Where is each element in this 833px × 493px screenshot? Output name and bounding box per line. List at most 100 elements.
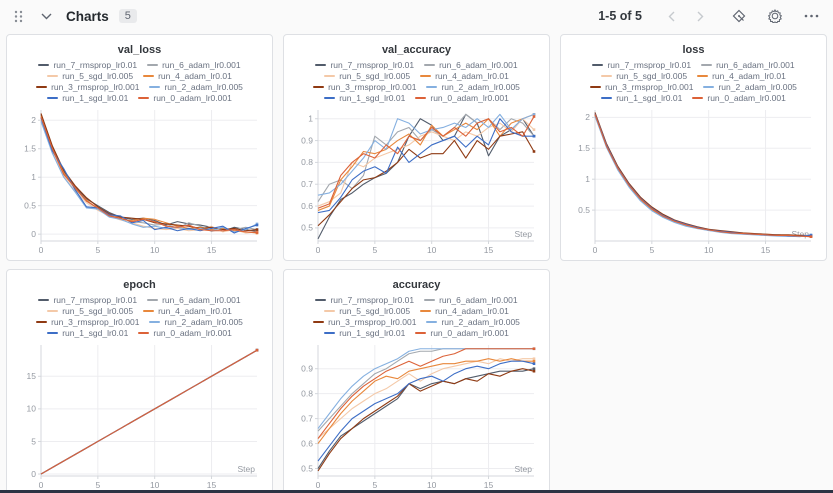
legend-swatch bbox=[36, 321, 48, 323]
svg-text:5: 5 bbox=[372, 480, 377, 490]
legend-item-run_6_adam_lr0.001[interactable]: run_6_adam_lr0.001 bbox=[147, 60, 241, 70]
legend-item-run_2_adam_lr0.005[interactable]: run_2_adam_lr0.005 bbox=[149, 82, 243, 92]
chart-area: 0.5 1 1.5 2 0 5 10 15 Step bbox=[569, 105, 818, 256]
legend-item-run_7_rmsprop_lr0.01[interactable]: run_7_rmsprop_lr0.01 bbox=[315, 60, 414, 70]
svg-text:0.9: 0.9 bbox=[301, 135, 313, 145]
legend-row: run_7_rmsprop_lr0.01 run_6_adam_lr0.001 bbox=[38, 295, 241, 305]
gear-icon[interactable] bbox=[768, 9, 782, 23]
svg-text:5: 5 bbox=[95, 480, 100, 490]
legend-item-run_7_rmsprop_lr0.01[interactable]: run_7_rmsprop_lr0.01 bbox=[38, 295, 137, 305]
legend-row: run_5_sgd_lr0.005 run_4_adam_lr0.01 bbox=[324, 71, 509, 81]
chevron-down-icon[interactable] bbox=[41, 13, 52, 20]
svg-text:0.5: 0.5 bbox=[301, 463, 313, 473]
legend-item-run_5_sgd_lr0.005[interactable]: run_5_sgd_lr0.005 bbox=[47, 306, 133, 316]
legend-swatch bbox=[315, 64, 327, 66]
legend-label: run_5_sgd_lr0.005 bbox=[339, 71, 411, 81]
chevron-right-icon[interactable] bbox=[697, 11, 704, 22]
legend-item-run_1_sgd_lr0.01[interactable]: run_1_sgd_lr0.01 bbox=[324, 328, 405, 338]
pen-icon[interactable] bbox=[732, 9, 746, 23]
chart-canvas-accuracy[interactable]: 0.5 0.6 0.7 0.8 0.9 0 5 10 15 Step bbox=[292, 340, 541, 491]
legend-label: run_4_adam_lr0.01 bbox=[435, 306, 509, 316]
legend-item-run_2_adam_lr0.005[interactable]: run_2_adam_lr0.005 bbox=[149, 317, 243, 327]
legend-item-run_6_adam_lr0.001[interactable]: run_6_adam_lr0.001 bbox=[424, 60, 518, 70]
legend-row: run_7_rmsprop_lr0.01 run_6_adam_lr0.001 bbox=[315, 60, 518, 70]
legend-row: run_7_rmsprop_lr0.01 run_6_adam_lr0.001 bbox=[38, 60, 241, 70]
svg-text:0.7: 0.7 bbox=[301, 179, 313, 189]
svg-text:2: 2 bbox=[31, 115, 36, 125]
legend-item-run_1_sgd_lr0.01[interactable]: run_1_sgd_lr0.01 bbox=[601, 93, 682, 103]
legend-item-run_0_adam_lr0.001[interactable]: run_0_adam_lr0.001 bbox=[415, 93, 509, 103]
legend-swatch bbox=[590, 86, 602, 88]
svg-text:Step: Step bbox=[238, 464, 256, 474]
legend-item-run_6_adam_lr0.001[interactable]: run_6_adam_lr0.001 bbox=[147, 295, 241, 305]
legend-item-run_0_adam_lr0.001[interactable]: run_0_adam_lr0.001 bbox=[692, 93, 786, 103]
legend-item-run_3_rmsprop_lr0.001[interactable]: run_3_rmsprop_lr0.001 bbox=[313, 82, 416, 92]
legend-label: run_1_sgd_lr0.01 bbox=[616, 93, 683, 103]
legend-swatch bbox=[324, 75, 336, 77]
legend-item-run_5_sgd_lr0.005[interactable]: run_5_sgd_lr0.005 bbox=[47, 71, 133, 81]
legend-swatch bbox=[692, 97, 704, 99]
chart-area: 0 5 10 15 0 5 10 15 Step bbox=[15, 340, 264, 491]
legend-item-run_4_adam_lr0.01[interactable]: run_4_adam_lr0.01 bbox=[143, 306, 232, 316]
legend-label: run_6_adam_lr0.001 bbox=[162, 60, 241, 70]
legend-item-run_3_rmsprop_lr0.001[interactable]: run_3_rmsprop_lr0.001 bbox=[313, 317, 416, 327]
legend-item-run_5_sgd_lr0.005[interactable]: run_5_sgd_lr0.005 bbox=[601, 71, 687, 81]
legend-swatch bbox=[420, 310, 432, 312]
svg-text:5: 5 bbox=[372, 245, 377, 255]
legend-item-run_7_rmsprop_lr0.01[interactable]: run_7_rmsprop_lr0.01 bbox=[38, 60, 137, 70]
chevron-left-icon[interactable] bbox=[668, 11, 675, 22]
legend-item-run_6_adam_lr0.001[interactable]: run_6_adam_lr0.001 bbox=[424, 295, 518, 305]
legend-row: run_5_sgd_lr0.005 run_4_adam_lr0.01 bbox=[47, 306, 232, 316]
ellipsis-icon[interactable] bbox=[804, 14, 819, 18]
legend-row: run_7_rmsprop_lr0.01 run_6_adam_lr0.001 bbox=[592, 60, 795, 70]
legend-row: run_1_sgd_lr0.01 run_0_adam_lr0.001 bbox=[47, 328, 232, 338]
legend-item-run_4_adam_lr0.01[interactable]: run_4_adam_lr0.01 bbox=[143, 71, 232, 81]
legend-item-run_1_sgd_lr0.01[interactable]: run_1_sgd_lr0.01 bbox=[47, 93, 128, 103]
legend-item-run_0_adam_lr0.001[interactable]: run_0_adam_lr0.001 bbox=[138, 93, 232, 103]
legend-item-run_4_adam_lr0.01[interactable]: run_4_adam_lr0.01 bbox=[697, 71, 786, 81]
legend-item-run_2_adam_lr0.005[interactable]: run_2_adam_lr0.005 bbox=[426, 82, 520, 92]
legend-label: run_6_adam_lr0.001 bbox=[439, 60, 518, 70]
legend-label: run_4_adam_lr0.01 bbox=[158, 306, 232, 316]
legend-item-run_5_sgd_lr0.005[interactable]: run_5_sgd_lr0.005 bbox=[324, 71, 410, 81]
legend-item-run_6_adam_lr0.001[interactable]: run_6_adam_lr0.001 bbox=[701, 60, 795, 70]
legend-item-run_2_adam_lr0.005[interactable]: run_2_adam_lr0.005 bbox=[426, 317, 520, 327]
legend-item-run_4_adam_lr0.01[interactable]: run_4_adam_lr0.01 bbox=[420, 306, 509, 316]
chart-canvas-val_loss[interactable]: 0 0.5 1 1.5 2 0 5 10 15 bbox=[15, 105, 264, 256]
legend-item-run_5_sgd_lr0.005[interactable]: run_5_sgd_lr0.005 bbox=[324, 306, 410, 316]
legend-item-run_1_sgd_lr0.01[interactable]: run_1_sgd_lr0.01 bbox=[324, 93, 405, 103]
svg-text:0.8: 0.8 bbox=[301, 157, 313, 167]
chart-area: 0.5 0.6 0.7 0.8 0.9 0 5 10 15 Step bbox=[292, 340, 541, 491]
svg-text:15: 15 bbox=[207, 480, 217, 490]
legend-item-run_7_rmsprop_lr0.01[interactable]: run_7_rmsprop_lr0.01 bbox=[315, 295, 414, 305]
chart-legend: run_7_rmsprop_lr0.01 run_6_adam_lr0.001 ru… bbox=[15, 60, 264, 103]
chart-canvas-epoch[interactable]: 0 5 10 15 0 5 10 15 Step bbox=[15, 340, 264, 491]
legend-item-run_3_rmsprop_lr0.001[interactable]: run_3_rmsprop_lr0.001 bbox=[36, 317, 139, 327]
svg-text:10: 10 bbox=[150, 480, 160, 490]
legend-row: run_3_rmsprop_lr0.001 run_2_adam_lr0.005 bbox=[590, 82, 797, 92]
chart-title: accuracy bbox=[392, 279, 441, 291]
drag-handle-icon[interactable] bbox=[14, 10, 23, 23]
legend-swatch bbox=[47, 75, 59, 77]
legend-label: run_0_adam_lr0.001 bbox=[430, 328, 509, 338]
legend-item-run_3_rmsprop_lr0.001[interactable]: run_3_rmsprop_lr0.001 bbox=[36, 82, 139, 92]
svg-text:1: 1 bbox=[308, 114, 313, 124]
legend-item-run_2_adam_lr0.005[interactable]: run_2_adam_lr0.005 bbox=[703, 82, 797, 92]
legend-row: run_1_sgd_lr0.01 run_0_adam_lr0.001 bbox=[601, 93, 786, 103]
chart-canvas-loss[interactable]: 0.5 1 1.5 2 0 5 10 15 Step bbox=[569, 105, 818, 256]
svg-text:0: 0 bbox=[593, 245, 598, 255]
svg-text:0: 0 bbox=[316, 480, 321, 490]
panel-bank-header: Charts 5 1-5 of 5 bbox=[0, 0, 833, 32]
legend-item-run_7_rmsprop_lr0.01[interactable]: run_7_rmsprop_lr0.01 bbox=[592, 60, 691, 70]
legend-label: run_7_rmsprop_lr0.01 bbox=[330, 295, 415, 305]
legend-swatch bbox=[36, 86, 48, 88]
legend-item-run_4_adam_lr0.01[interactable]: run_4_adam_lr0.01 bbox=[420, 71, 509, 81]
legend-item-run_3_rmsprop_lr0.001[interactable]: run_3_rmsprop_lr0.001 bbox=[590, 82, 693, 92]
legend-item-run_0_adam_lr0.001[interactable]: run_0_adam_lr0.001 bbox=[415, 328, 509, 338]
legend-label: run_3_rmsprop_lr0.001 bbox=[328, 82, 417, 92]
svg-text:0.5: 0.5 bbox=[24, 200, 36, 210]
legend-item-run_1_sgd_lr0.01[interactable]: run_1_sgd_lr0.01 bbox=[47, 328, 128, 338]
legend-row: run_7_rmsprop_lr0.01 run_6_adam_lr0.001 bbox=[315, 295, 518, 305]
legend-item-run_0_adam_lr0.001[interactable]: run_0_adam_lr0.001 bbox=[138, 328, 232, 338]
